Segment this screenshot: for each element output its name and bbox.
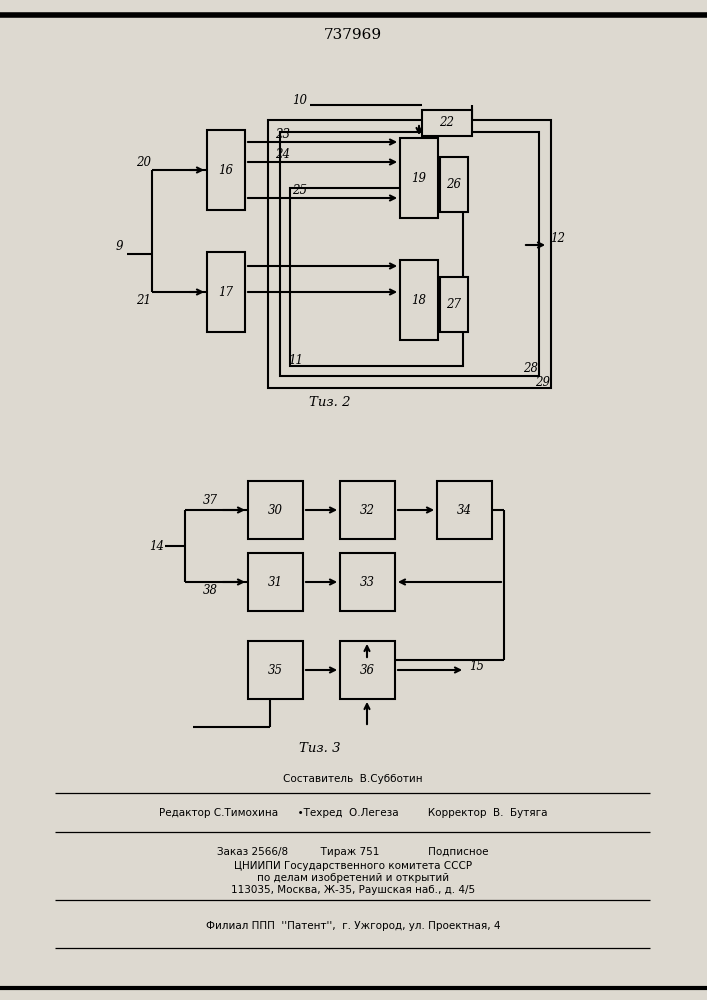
Text: по делам изобретений и открытий: по делам изобретений и открытий bbox=[257, 873, 449, 883]
Text: 11: 11 bbox=[288, 354, 303, 366]
Bar bbox=[280, 132, 539, 376]
Bar bbox=[248, 641, 303, 699]
Text: 21: 21 bbox=[136, 294, 151, 306]
Text: 15: 15 bbox=[469, 660, 484, 672]
Text: 28: 28 bbox=[523, 361, 539, 374]
Text: 19: 19 bbox=[411, 172, 426, 184]
Bar bbox=[207, 252, 245, 332]
Text: 737969: 737969 bbox=[324, 28, 382, 42]
Text: 25: 25 bbox=[293, 184, 308, 198]
Text: 14: 14 bbox=[149, 540, 165, 552]
Text: 10: 10 bbox=[293, 95, 308, 107]
Bar bbox=[207, 130, 245, 210]
Bar bbox=[440, 157, 468, 212]
Text: 31: 31 bbox=[267, 576, 283, 588]
Text: 29: 29 bbox=[535, 375, 551, 388]
Text: Τиз. 2: Τиз. 2 bbox=[309, 396, 351, 410]
Text: 24: 24 bbox=[276, 148, 291, 161]
Text: Филиал ППП  ''Патент'',  г. Ужгород, ул. Проектная, 4: Филиал ППП ''Патент'', г. Ужгород, ул. П… bbox=[206, 921, 501, 931]
Text: 18: 18 bbox=[411, 294, 426, 306]
Text: 27: 27 bbox=[447, 298, 462, 312]
Text: 33: 33 bbox=[359, 576, 375, 588]
Text: 113035, Москва, Ж-35, Раушская наб., д. 4/5: 113035, Москва, Ж-35, Раушская наб., д. … bbox=[231, 885, 475, 895]
Bar bbox=[400, 260, 438, 340]
Text: 36: 36 bbox=[359, 664, 375, 676]
Text: 17: 17 bbox=[218, 286, 233, 298]
Text: 16: 16 bbox=[218, 163, 233, 176]
Text: 32: 32 bbox=[359, 504, 375, 516]
Text: 9: 9 bbox=[115, 239, 123, 252]
Text: 12: 12 bbox=[551, 232, 566, 245]
Text: Τиз. 3: Τиз. 3 bbox=[299, 742, 341, 756]
Bar bbox=[422, 110, 472, 136]
Bar bbox=[340, 641, 395, 699]
Text: 34: 34 bbox=[457, 504, 472, 516]
Text: 22: 22 bbox=[440, 116, 455, 129]
Text: 37: 37 bbox=[202, 494, 218, 508]
Bar bbox=[290, 188, 463, 366]
Bar bbox=[248, 481, 303, 539]
Text: 20: 20 bbox=[136, 155, 151, 168]
Bar bbox=[340, 553, 395, 611]
Text: 26: 26 bbox=[447, 178, 462, 192]
Text: 38: 38 bbox=[202, 584, 218, 597]
Bar bbox=[400, 138, 438, 218]
Bar bbox=[248, 553, 303, 611]
Text: Редактор С.Тимохина      •Техред  О.Легеза         Корректор  В.  Бутяга: Редактор С.Тимохина •Техред О.Легеза Кор… bbox=[159, 808, 547, 818]
Bar bbox=[437, 481, 492, 539]
Text: Составитель  В.Субботин: Составитель В.Субботин bbox=[284, 774, 423, 784]
Bar bbox=[268, 120, 551, 388]
Text: 30: 30 bbox=[267, 504, 283, 516]
Text: ЦНИИПИ Государственного комитета СССР: ЦНИИПИ Государственного комитета СССР bbox=[234, 861, 472, 871]
Text: 23: 23 bbox=[276, 128, 291, 141]
Text: 35: 35 bbox=[267, 664, 283, 676]
Text: Заказ 2566/8          Тираж 751               Подписное: Заказ 2566/8 Тираж 751 Подписное bbox=[217, 847, 489, 857]
Bar bbox=[440, 277, 468, 332]
Bar bbox=[340, 481, 395, 539]
